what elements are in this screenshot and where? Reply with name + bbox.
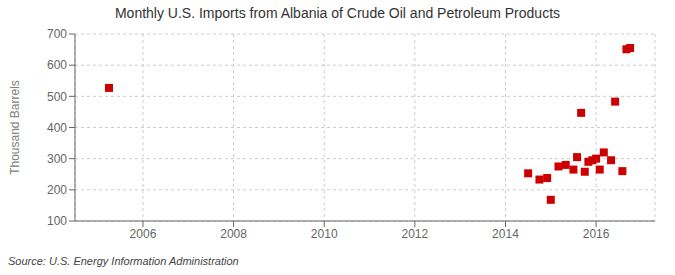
svg-text:700: 700 xyxy=(47,27,67,41)
svg-text:500: 500 xyxy=(47,90,67,104)
svg-text:600: 600 xyxy=(47,58,67,72)
svg-text:2014: 2014 xyxy=(492,227,519,241)
svg-text:200: 200 xyxy=(47,183,67,197)
html-text:Monthly U.S. Imports from Alba: Monthly U.S. Imports from Albania of Cru… xyxy=(115,5,560,21)
svg-text:2006: 2006 xyxy=(130,227,157,241)
svg-text:2016: 2016 xyxy=(583,227,610,241)
svg-text:2010: 2010 xyxy=(311,227,338,241)
svg-text:2008: 2008 xyxy=(220,227,247,241)
svg-text:Thousand Barrels: Thousand Barrels xyxy=(8,80,22,175)
svg-text:300: 300 xyxy=(47,152,67,166)
svg-text:2012: 2012 xyxy=(401,227,428,241)
html-text:Source: U.S. Energy Informatio: Source: U.S. Energy Information Administ… xyxy=(8,255,239,267)
svg-text:100: 100 xyxy=(47,214,67,228)
svg-text:400: 400 xyxy=(47,121,67,135)
